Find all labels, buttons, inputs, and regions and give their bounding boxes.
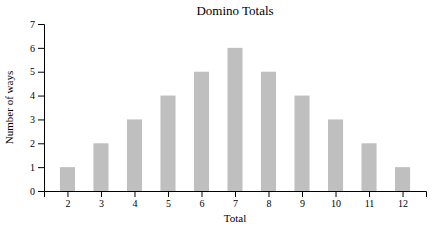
- tick-mark: [38, 48, 44, 49]
- tick-label: 2: [30, 138, 35, 149]
- tick: 11: [365, 191, 375, 209]
- tick-label: 10: [331, 198, 341, 209]
- tick-label: 6: [199, 198, 204, 209]
- x-axis-title: Total: [224, 212, 246, 224]
- tick-mark: [168, 191, 169, 197]
- tick-label: 4: [132, 198, 137, 209]
- tick-label: 3: [30, 114, 35, 125]
- tick-mark: [38, 72, 44, 73]
- tick-label: 5: [166, 198, 171, 209]
- tick: 6: [30, 43, 44, 54]
- tick-label: 8: [267, 198, 272, 209]
- tick: 2: [30, 138, 44, 149]
- tick: 12: [398, 191, 408, 209]
- tick: 1: [30, 162, 44, 173]
- tick: 5: [30, 66, 44, 77]
- bar: [261, 72, 276, 191]
- x-axis: 2 3 4 5 6 7 8 9 10 11 12: [45, 191, 427, 209]
- tick-mark: [38, 167, 44, 168]
- tick-mark: [38, 191, 44, 192]
- tick-mark: [38, 143, 44, 144]
- title: Domino Totals: [196, 3, 273, 18]
- tick-mark: [336, 191, 337, 197]
- tick: 4: [132, 191, 137, 209]
- tick: 9: [300, 191, 305, 209]
- bar: [395, 167, 410, 191]
- tick-mark: [67, 191, 68, 197]
- tick-mark: [302, 191, 303, 197]
- bar: [60, 167, 75, 191]
- bar: [227, 48, 242, 191]
- tick-mark: [38, 96, 44, 97]
- tick: 6: [199, 191, 204, 209]
- tick-label: 9: [300, 198, 305, 209]
- tick-label: 3: [99, 198, 104, 209]
- tick-label: 6: [30, 43, 35, 54]
- tick-label: 1: [30, 162, 35, 173]
- tick: 10: [331, 191, 341, 209]
- bar: [160, 96, 175, 191]
- bar: [194, 72, 209, 191]
- tick: 3: [30, 114, 44, 125]
- tick-mark: [38, 24, 44, 25]
- tick-label: 5: [30, 66, 35, 77]
- bars: [60, 48, 410, 191]
- bar: [294, 96, 309, 191]
- tick-label: 0: [30, 186, 35, 197]
- plot: 2345678910111201234567: [30, 19, 427, 209]
- tick-label: 2: [65, 198, 70, 209]
- y-axis: 0 1 2 3 4 5 6 7: [30, 19, 45, 197]
- tick-mark: [38, 119, 44, 120]
- tick-mark: [403, 191, 404, 197]
- tick: 2: [65, 191, 70, 209]
- tick-mark: [101, 191, 102, 197]
- axis-line: [45, 192, 427, 198]
- bar: [127, 119, 142, 191]
- bar: [361, 143, 376, 191]
- tick: 7: [233, 191, 238, 209]
- tick: 7: [30, 19, 44, 30]
- chart: 2345678910111201234567Domino TotalsTotal…: [0, 0, 438, 227]
- tick: 3: [99, 191, 104, 209]
- tick: 8: [267, 191, 272, 209]
- bar: [328, 119, 343, 191]
- bar: [93, 143, 108, 191]
- tick-mark: [369, 191, 370, 197]
- tick-mark: [201, 191, 202, 197]
- tick-label: 12: [398, 198, 408, 209]
- tick: 0: [30, 186, 44, 197]
- axis-line: [38, 25, 45, 192]
- tick-label: 4: [30, 90, 35, 101]
- y-axis-title: Number of ways: [3, 71, 15, 144]
- tick-mark: [269, 191, 270, 197]
- tick-mark: [134, 191, 135, 197]
- tick: 4: [30, 90, 44, 101]
- tick-label: 7: [30, 19, 35, 30]
- tick-label: 7: [233, 198, 238, 209]
- tick: 5: [166, 191, 171, 209]
- tick-label: 11: [365, 198, 375, 209]
- tick-mark: [235, 191, 236, 197]
